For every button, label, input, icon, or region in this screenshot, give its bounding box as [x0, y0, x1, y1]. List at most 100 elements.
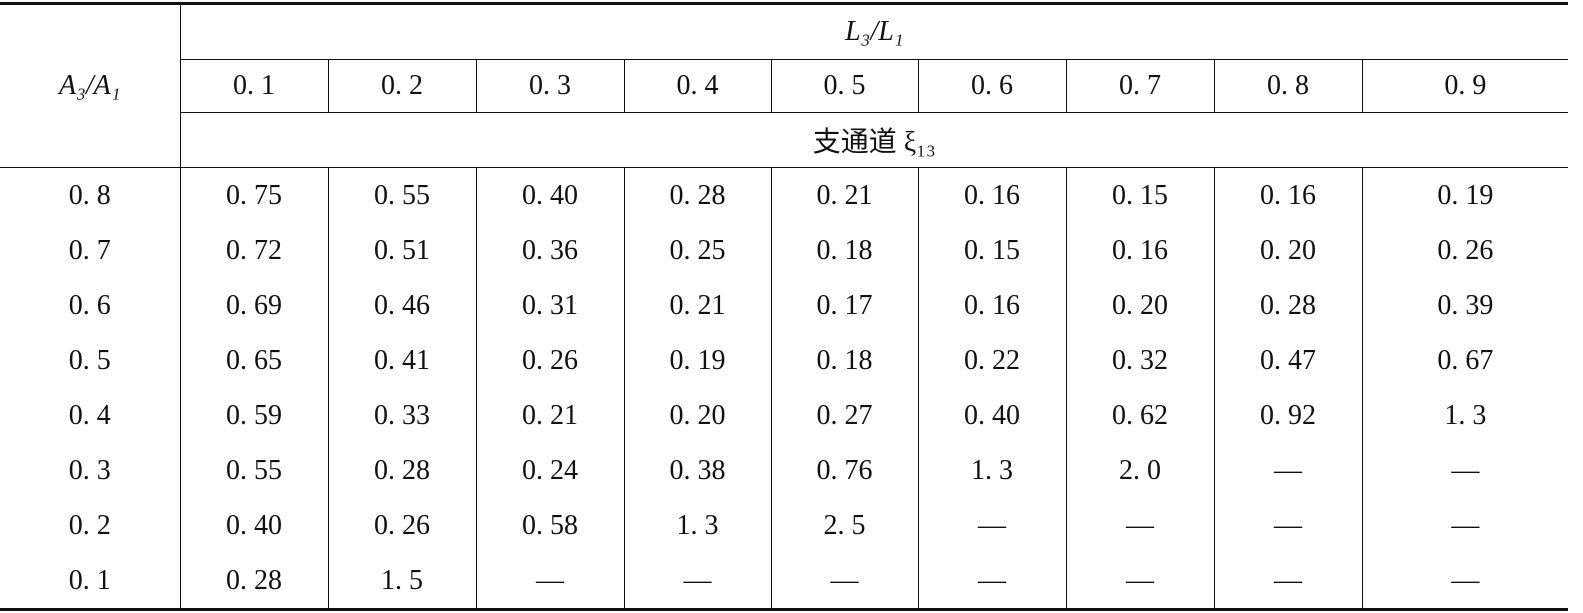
- cell: 0. 27: [771, 388, 919, 443]
- cell: 0. 21: [476, 388, 625, 443]
- cell: —: [1214, 443, 1363, 498]
- cell: 0. 19: [624, 333, 772, 388]
- cell: 0. 20: [1066, 278, 1215, 333]
- cell: —: [624, 553, 772, 610]
- row-label: 0. 8: [0, 167, 181, 223]
- cell: 0. 41: [328, 333, 477, 388]
- row-label: 0. 6: [0, 278, 181, 333]
- cell: —: [1451, 564, 1480, 596]
- row-label: 0. 1: [0, 553, 181, 610]
- cell: —: [918, 498, 1067, 553]
- cell: 0. 65: [180, 333, 329, 388]
- cell: 0. 15: [1066, 167, 1215, 223]
- cell: 0. 32: [1066, 333, 1215, 388]
- cell: 0. 20: [624, 388, 772, 443]
- cell: 0. 92: [1214, 388, 1363, 443]
- cell: 0. 19: [1437, 179, 1494, 211]
- column-group: L₃/L₁: [180, 3, 1569, 60]
- cell: 0. 40: [476, 167, 625, 223]
- data-row: 0. 4 0. 59 0. 33 0. 21 0. 20 0. 27 0. 40 0. 62 0…: [0, 388, 1568, 443]
- data-row: 0. 5 0. 65 0. 41 0. 26 0. 19 0. 18 0. 22 0. 32 0…: [0, 333, 1568, 388]
- cell: 2. 5: [771, 498, 919, 553]
- cell: —: [1451, 509, 1480, 541]
- cell: 0. 51: [328, 223, 477, 278]
- column-header: 0. 5: [771, 59, 919, 113]
- cell: 0. 26: [328, 498, 477, 553]
- cell: 0. 26: [1437, 234, 1494, 266]
- cell: —: [771, 553, 919, 610]
- cell: 0. 22: [918, 333, 1067, 388]
- cell: 0. 36: [476, 223, 625, 278]
- cell: 0. 55: [180, 443, 329, 498]
- cell: 0. 59: [180, 388, 329, 443]
- cell: 0. 39: [1437, 289, 1494, 321]
- header-row: A₃/A₁ L₃/L₁: [0, 3, 1569, 168]
- column-header: 0. 2: [328, 59, 477, 113]
- cell: 0. 15: [918, 223, 1067, 278]
- cell: 0. 24: [476, 443, 625, 498]
- cell: 0. 16: [1066, 223, 1215, 278]
- cell: —: [1214, 553, 1363, 610]
- data-row: 0. 1 0. 28 1. 5— — — — — — —: [0, 553, 1568, 610]
- cell: 0. 21: [624, 278, 772, 333]
- cell: 0. 40: [918, 388, 1067, 443]
- cell: 0. 16: [918, 167, 1067, 223]
- cell: 0. 28: [624, 167, 772, 223]
- column-header: 0. 4: [624, 59, 772, 113]
- cell: 0. 72: [180, 223, 329, 278]
- row-label: 0. 3: [0, 443, 181, 498]
- row-label: 0. 2: [0, 498, 181, 553]
- subheader: 支通道 ξ₁₃: [180, 112, 1569, 168]
- cell: 0. 17: [771, 278, 919, 333]
- row-header: A₃/A₁: [0, 3, 181, 168]
- cell: 0. 69: [180, 278, 329, 333]
- cell: —: [1066, 553, 1215, 610]
- column-header: 0. 9: [1362, 59, 1569, 113]
- subheader-row: 支通道 ξ₁₃: [0, 112, 1569, 168]
- column-row: 0. 1 0. 2 0. 3 0. 4 0. 5 0. 6 0. 7 0. 8 0. 9: [0, 59, 1569, 113]
- data-row: 0. 8 0. 75 0. 55 0. 40 0. 28 0. 21 0. 16 0. 15 0…: [0, 167, 1568, 223]
- cell: 1. 3: [624, 498, 772, 553]
- cell: —: [918, 553, 1067, 610]
- row-label: 0. 4: [0, 388, 181, 443]
- cell: 0. 75: [180, 167, 329, 223]
- data-row: 0. 7 0. 72 0. 51 0. 36 0. 25 0. 18 0. 15 0. 16 0…: [0, 223, 1568, 278]
- data-row: 0. 3 0. 55 0. 28 0. 24 0. 38 0. 76 1. 3 2. 0— —: [0, 443, 1568, 498]
- cell: 0. 25: [624, 223, 772, 278]
- cell: 0. 26: [476, 333, 625, 388]
- column-header: 0. 3: [476, 59, 625, 113]
- column-header: 0. 7: [1066, 59, 1215, 113]
- cell: 0. 21: [771, 167, 919, 223]
- cell: —: [1214, 498, 1363, 553]
- data-row: 0. 2 0. 40 0. 26 0. 58 1. 3 2. 5— — — —: [0, 498, 1568, 553]
- cell: 0. 28: [1214, 278, 1363, 333]
- cell: 0. 31: [476, 278, 625, 333]
- cell: 0. 33: [328, 388, 477, 443]
- cell: 0. 18: [771, 333, 919, 388]
- cell: 0. 76: [771, 443, 919, 498]
- column-header: 0. 8: [1214, 59, 1363, 113]
- cell: 0. 20: [1214, 223, 1363, 278]
- cell: 0. 18: [771, 223, 919, 278]
- cell: —: [476, 553, 625, 610]
- cell: 1. 5: [328, 553, 477, 610]
- cell: 0. 67: [1437, 344, 1494, 376]
- cell: 1. 3: [918, 443, 1067, 498]
- cell: 0. 28: [180, 553, 329, 610]
- cell: 0. 16: [1214, 167, 1363, 223]
- cell: 0. 16: [918, 278, 1067, 333]
- row-label: 0. 5: [0, 333, 181, 388]
- cell: 0. 62: [1066, 388, 1215, 443]
- data-row: 0. 6 0. 69 0. 46 0. 31 0. 21 0. 17 0. 16 0. 20 0…: [0, 278, 1568, 333]
- cell: 0. 40: [180, 498, 329, 553]
- column-header: 0. 6: [918, 59, 1067, 113]
- cell: 0. 28: [328, 443, 477, 498]
- cell: —: [1066, 498, 1215, 553]
- table-body: A₃/A₁ L₃/L₁ 0. 1 0. 2 0. 3 0. 4 0. 5 0. 6 0. 7…: [0, 3, 1569, 610]
- row-label: 0. 7: [0, 223, 181, 278]
- cell: 0. 55: [328, 167, 477, 223]
- cell: 1. 3: [1444, 399, 1487, 431]
- column-header: 0. 1: [180, 59, 329, 113]
